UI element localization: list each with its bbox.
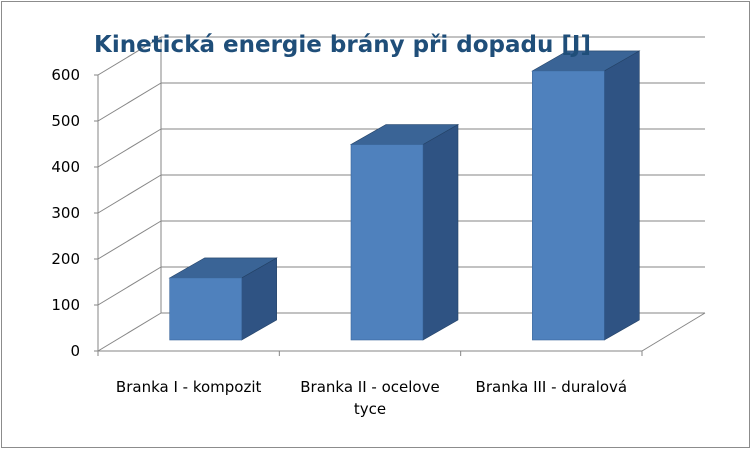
bar-front — [350, 144, 424, 341]
bar-front — [532, 70, 605, 341]
x-category-label: Branka I - kompozit — [116, 378, 262, 396]
y-tick-label: 600 — [51, 66, 80, 84]
gridline-diagonal — [97, 128, 162, 168]
y-tick-label: 300 — [51, 204, 80, 222]
bar — [349, 123, 460, 341]
bars — [168, 50, 641, 341]
x-axis-labels: Branka I - kompozit Branka II - ocelove ty… — [116, 378, 627, 418]
y-tick-label: 0 — [70, 342, 80, 360]
gridline-diagonal — [97, 36, 162, 76]
gridline-diagonal — [97, 174, 162, 214]
y-tick-label: 100 — [51, 296, 80, 314]
bar — [168, 257, 278, 341]
gridline-diagonal — [97, 266, 162, 306]
bar-side — [604, 50, 640, 341]
gridline-diagonal — [97, 82, 162, 122]
y-axis-ticks: 0 100 200 300 400 500 600 — [51, 66, 80, 360]
x-category-label: Branka II - ocelove tyce — [300, 378, 439, 418]
x-category-label: Branka III - duralová — [476, 378, 628, 396]
y-tick-label: 500 — [51, 112, 80, 130]
floor-right-edge — [641, 312, 706, 352]
chart-title: Kinetická energie brány při dopadu [J] — [94, 32, 591, 58]
y-tick-label: 400 — [51, 158, 80, 176]
y-tick-label: 200 — [51, 250, 80, 268]
bar-side — [422, 123, 459, 341]
gridline-diagonal — [97, 220, 162, 260]
bar — [531, 50, 641, 341]
bar-front — [169, 277, 242, 341]
floor-left-edge — [97, 312, 162, 352]
